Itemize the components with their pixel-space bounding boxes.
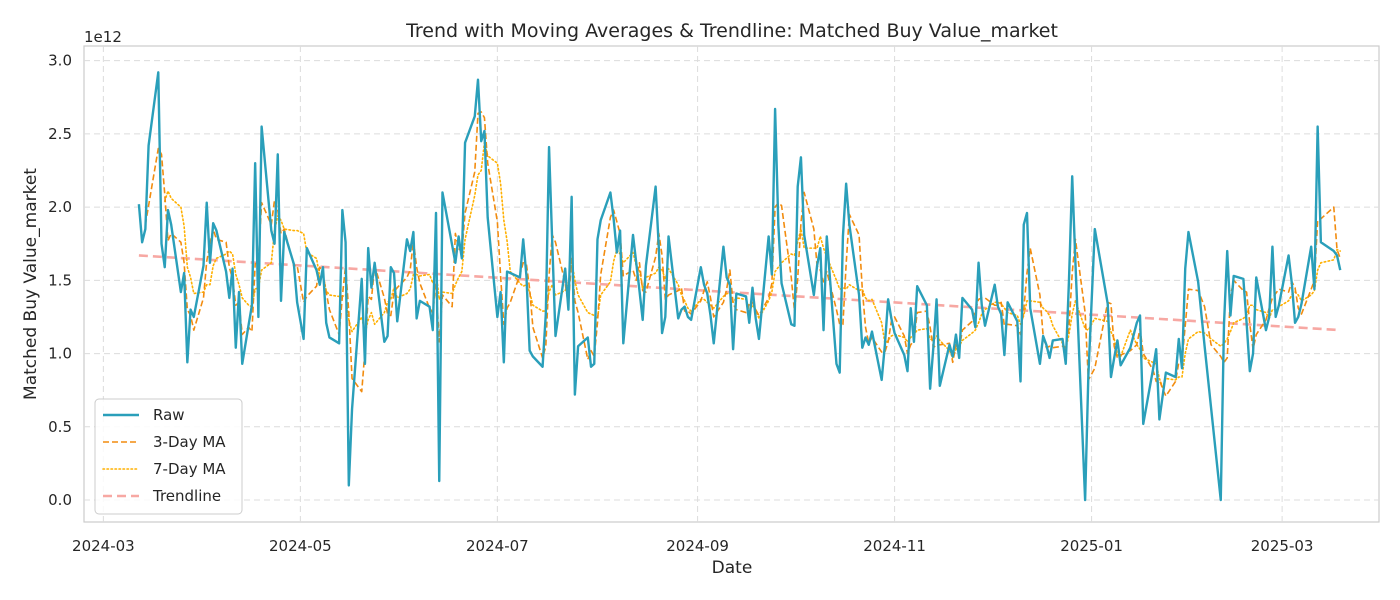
y-tick-label: 2.5 [48,125,72,143]
y-offset-label: 1e12 [84,28,122,46]
legend: Raw 3-Day MA 7-Day MA Trendline [94,398,243,515]
series-line-3-day-ma [144,111,1342,397]
plot-frame [83,45,1380,523]
x-axis-label: Date [712,558,753,578]
legend-label: Trendline [152,487,221,505]
legend-label: Raw [153,406,185,424]
x-axis-ticks: 2024-03 2024-05 2024-07 2024-09 2024-11 2025-… [72,537,1313,555]
y-tick-label: 0.0 [48,491,72,509]
series-layer [137,71,1342,502]
legend-box [94,398,243,515]
legend-label: 3-Day MA [153,433,226,451]
x-tick-label: 2024-05 [269,537,332,555]
x-tick-label: 2025-03 [1251,537,1314,555]
x-tick-label: 2024-03 [72,537,135,555]
series-line-raw [137,71,1342,502]
y-axis-label: Matched Buy Value_market [21,168,41,400]
x-tick-label: 2024-07 [466,537,529,555]
y-axis-ticks: 0.0 0.5 1.0 1.5 2.0 2.5 3.0 [48,52,72,509]
series-line-trendline [138,254,1341,332]
y-tick-label: 3.0 [48,52,72,70]
y-tick-label: 2.0 [48,198,72,216]
y-tick-label: 1.5 [48,271,72,289]
legend-label: 7-Day MA [153,460,226,478]
y-tick-label: 1.0 [48,345,72,363]
x-tick-label: 2025-01 [1060,537,1123,555]
y-tick-label: 0.5 [48,418,72,436]
x-tick-label: 2024-09 [666,537,729,555]
x-tick-label: 2024-11 [863,537,926,555]
chart-title: Trend with Moving Averages & Trendline: … [405,20,1058,42]
